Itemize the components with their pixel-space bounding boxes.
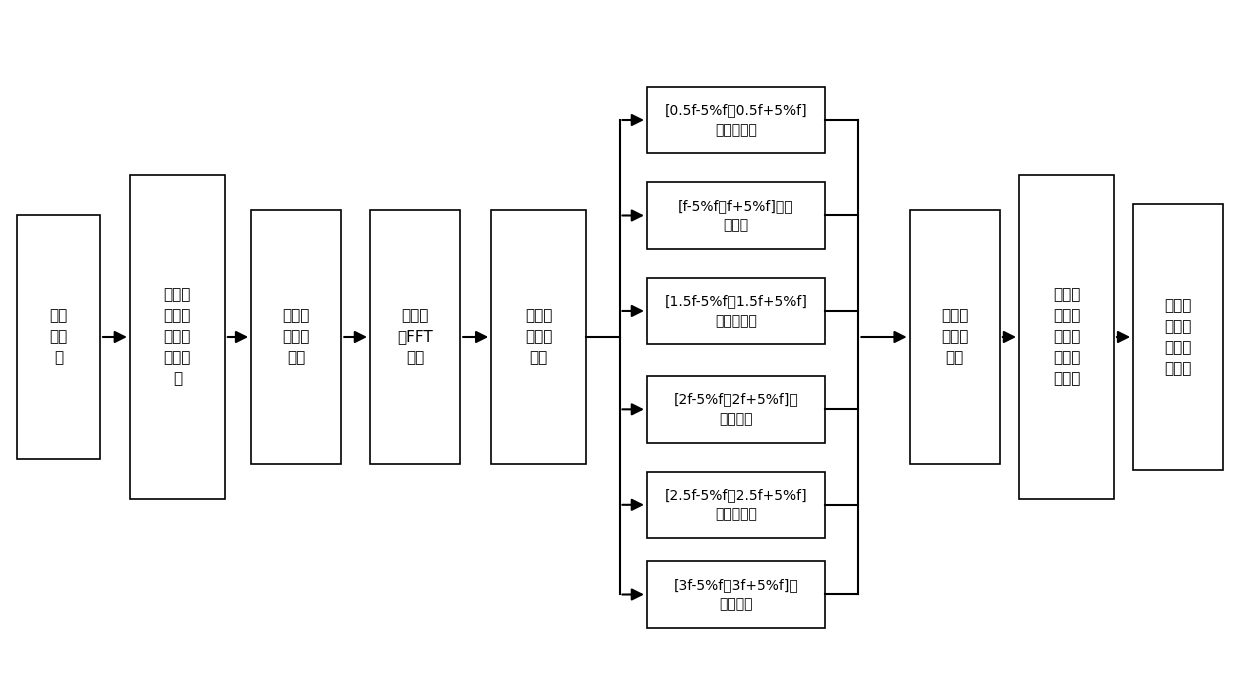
Text: 瞬时转
速波形
信号: 瞬时转 速波形 信号 [282, 309, 310, 365]
FancyBboxPatch shape [370, 210, 460, 464]
FancyBboxPatch shape [491, 210, 586, 464]
Text: 计算工
作不稳
定比: 计算工 作不稳 定比 [940, 309, 969, 365]
FancyBboxPatch shape [1132, 204, 1223, 470]
Text: [3f-5%f，3f+5%f]内
幅值峰值: [3f-5%f，3f+5%f]内 幅值峰值 [674, 578, 798, 611]
Text: [1.5f-5%f，1.5f+5%f]
内幅值峰值: [1.5f-5%f，1.5f+5%f] 内幅值峰值 [664, 295, 808, 328]
FancyBboxPatch shape [647, 182, 825, 249]
Text: 瞬时转
速FFT
变化: 瞬时转 速FFT 变化 [398, 309, 432, 365]
Text: 工作不
稳定程
度及出
现时间: 工作不 稳定程 度及出 现时间 [1165, 298, 1192, 376]
Text: 船用
柴油
机: 船用 柴油 机 [50, 309, 68, 365]
Text: 瞬时转
速频谱
信号: 瞬时转 速频谱 信号 [525, 309, 553, 365]
FancyBboxPatch shape [17, 216, 100, 458]
FancyBboxPatch shape [252, 210, 342, 464]
Text: [f-5%f，f+5%f]内幅
值峰值: [f-5%f，f+5%f]内幅 值峰值 [678, 199, 794, 233]
Text: [0.5f-5%f，0.5f+5%f]
内幅值峰值: [0.5f-5%f，0.5f+5%f] 内幅值峰值 [664, 103, 808, 137]
FancyBboxPatch shape [1018, 175, 1114, 499]
FancyBboxPatch shape [130, 175, 224, 499]
FancyBboxPatch shape [909, 210, 1000, 464]
FancyBboxPatch shape [647, 472, 825, 538]
Text: [2f-5%f，2f+5%f]内
幅值峰值: [2f-5%f，2f+5%f]内 幅值峰值 [674, 392, 798, 426]
FancyBboxPatch shape [647, 376, 825, 443]
Text: 船用柴
油机瞬
时转速
测量系
统: 船用柴 油机瞬 时转速 测量系 统 [164, 288, 191, 386]
FancyBboxPatch shape [647, 561, 825, 627]
FancyBboxPatch shape [647, 278, 825, 344]
Text: 不同工
况下工
作不稳
定比判
断标准: 不同工 况下工 作不稳 定比判 断标准 [1053, 288, 1080, 386]
FancyBboxPatch shape [647, 87, 825, 153]
Text: [2.5f-5%f，2.5f+5%f]
内幅值峰值: [2.5f-5%f，2.5f+5%f] 内幅值峰值 [664, 488, 808, 522]
